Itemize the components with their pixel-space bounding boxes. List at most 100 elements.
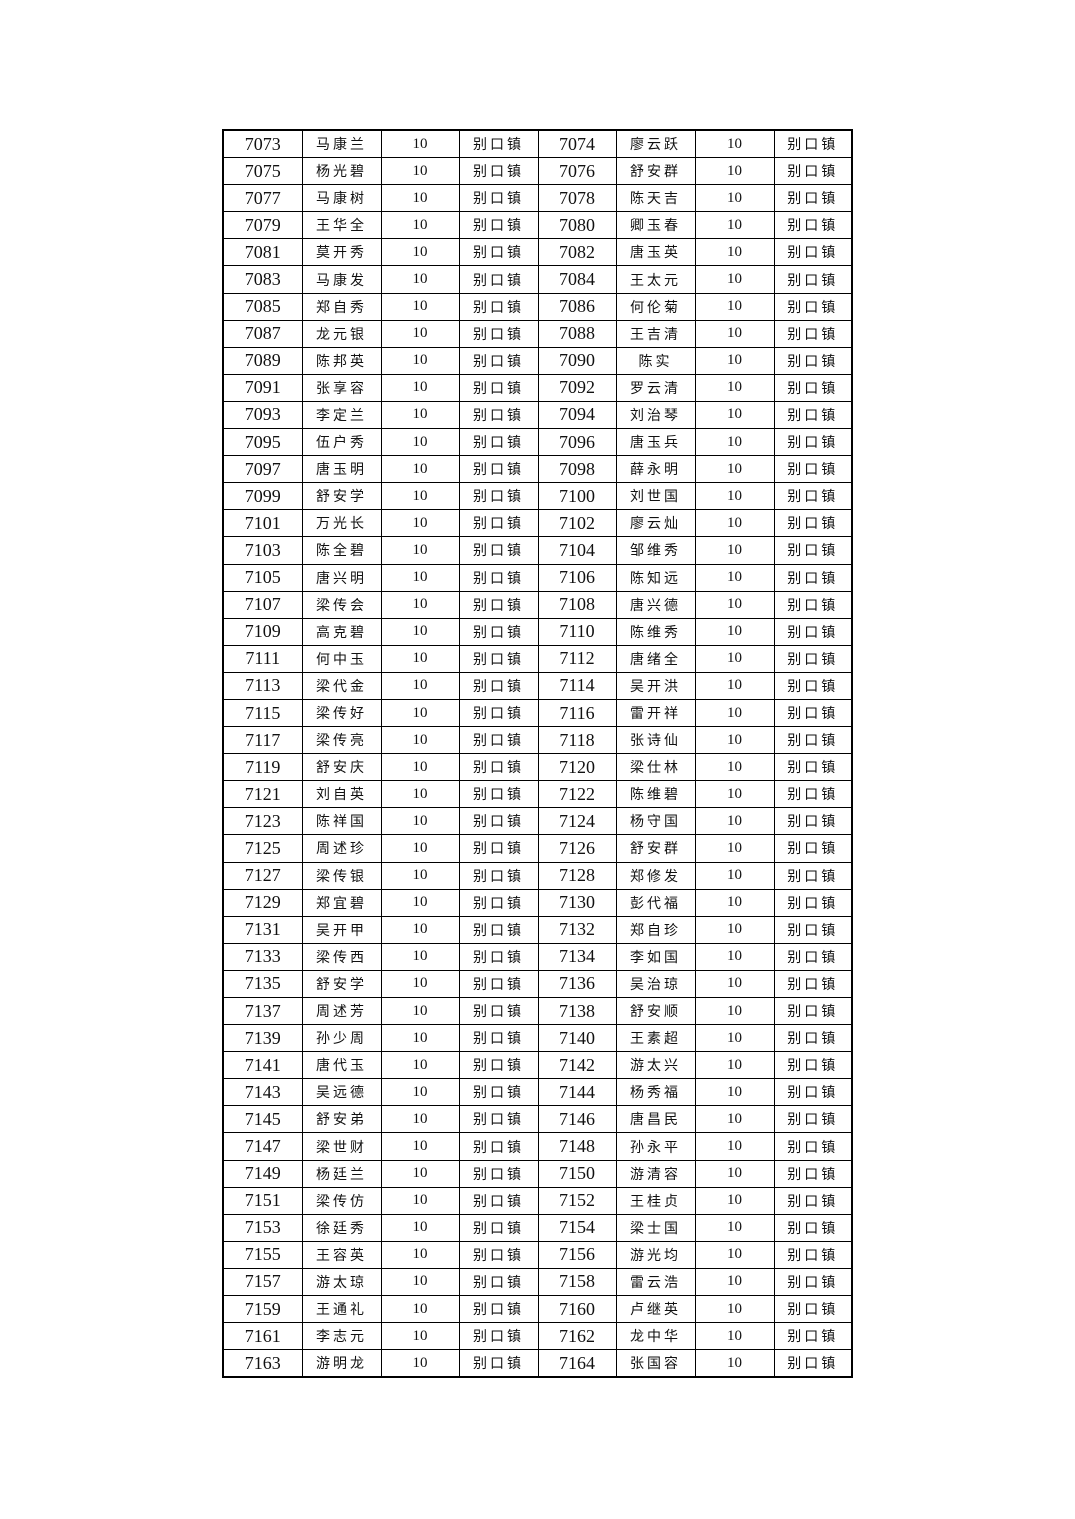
town-name-cell: 别口镇 bbox=[458, 834, 539, 863]
person-name-cell: 陈实 bbox=[615, 346, 696, 375]
town-name-cell: 别口镇 bbox=[773, 129, 853, 159]
person-name-cell: 刘自英 bbox=[301, 780, 382, 809]
person-name-cell: 王容英 bbox=[301, 1240, 382, 1269]
table-row: 7087 龙元银 10 别口镇 7088 王吉清 10 别口镇 bbox=[222, 319, 853, 348]
person-name-cell: 舒安学 bbox=[301, 969, 382, 999]
town-name-cell: 别口镇 bbox=[458, 1322, 539, 1351]
person-name-cell: 莫开秀 bbox=[301, 238, 382, 267]
person-name-cell: 王吉清 bbox=[615, 319, 696, 348]
amount-cell: 10 bbox=[380, 915, 460, 944]
amount-cell: 10 bbox=[380, 1295, 460, 1324]
record-number-cell: 7144 bbox=[537, 1078, 617, 1107]
person-name-cell: 龙元银 bbox=[301, 319, 382, 348]
record-number-cell: 7143 bbox=[222, 1078, 303, 1107]
town-name-cell: 别口镇 bbox=[458, 753, 539, 782]
record-number-cell: 7163 bbox=[222, 1349, 303, 1378]
table-row: 7115 梁传好 10 别口镇 7116 雷开祥 10 别口镇 bbox=[222, 698, 853, 728]
record-number-cell: 7133 bbox=[222, 942, 303, 971]
amount-cell: 10 bbox=[380, 780, 460, 809]
record-number-cell: 7088 bbox=[537, 319, 617, 348]
amount-cell: 10 bbox=[694, 238, 775, 267]
record-number-cell: 7119 bbox=[222, 753, 303, 782]
record-number-cell: 7135 bbox=[222, 969, 303, 999]
town-name-cell: 别口镇 bbox=[458, 1105, 539, 1134]
table-row: 7113 梁代金 10 别口镇 7114 吴开洪 10 别口镇 bbox=[222, 671, 853, 700]
amount-cell: 10 bbox=[694, 373, 775, 402]
record-number-cell: 7084 bbox=[537, 265, 617, 294]
amount-cell: 10 bbox=[694, 1186, 775, 1215]
town-name-cell: 别口镇 bbox=[458, 211, 539, 240]
town-name-cell: 别口镇 bbox=[773, 1132, 853, 1161]
town-name-cell: 别口镇 bbox=[458, 1213, 539, 1242]
record-number-cell: 7116 bbox=[537, 698, 617, 728]
town-name-cell: 别口镇 bbox=[773, 915, 853, 944]
town-name-cell: 别口镇 bbox=[773, 536, 853, 565]
record-number-cell: 7110 bbox=[537, 617, 617, 646]
person-name-cell: 杨廷兰 bbox=[301, 1159, 382, 1188]
person-name-cell: 孙永平 bbox=[615, 1132, 696, 1161]
record-number-cell: 7152 bbox=[537, 1186, 617, 1215]
town-name-cell: 别口镇 bbox=[773, 482, 853, 511]
record-number-cell: 7096 bbox=[537, 428, 617, 457]
amount-cell: 10 bbox=[380, 129, 460, 159]
town-name-cell: 别口镇 bbox=[458, 373, 539, 402]
amount-cell: 10 bbox=[380, 1078, 460, 1107]
record-number-cell: 7140 bbox=[537, 1024, 617, 1053]
amount-cell: 10 bbox=[694, 400, 775, 430]
person-name-cell: 郑宜碧 bbox=[301, 888, 382, 917]
record-number-cell: 7134 bbox=[537, 942, 617, 971]
amount-cell: 10 bbox=[380, 482, 460, 511]
town-name-cell: 别口镇 bbox=[773, 211, 853, 240]
town-name-cell: 别口镇 bbox=[458, 1186, 539, 1215]
table-row: 7141 唐代玉 10 别口镇 7142 游太兴 10 别口镇 bbox=[222, 1051, 853, 1080]
person-name-cell: 周述芳 bbox=[301, 996, 382, 1026]
record-number-cell: 7102 bbox=[537, 509, 617, 538]
amount-cell: 10 bbox=[380, 319, 460, 348]
amount-cell: 10 bbox=[380, 1240, 460, 1269]
person-name-cell: 张享容 bbox=[301, 373, 382, 402]
person-name-cell: 王桂贞 bbox=[615, 1186, 696, 1215]
table-row: 7161 李志元 10 别口镇 7162 龙中华 10 别口镇 bbox=[222, 1322, 853, 1351]
amount-cell: 10 bbox=[694, 1267, 775, 1297]
town-name-cell: 别口镇 bbox=[773, 292, 853, 321]
record-number-cell: 7085 bbox=[222, 292, 303, 321]
amount-cell: 10 bbox=[694, 319, 775, 348]
amount-cell: 10 bbox=[380, 238, 460, 267]
town-name-cell: 别口镇 bbox=[773, 238, 853, 267]
town-name-cell: 别口镇 bbox=[458, 590, 539, 619]
town-name-cell: 别口镇 bbox=[458, 455, 539, 484]
town-name-cell: 别口镇 bbox=[458, 184, 539, 213]
town-name-cell: 别口镇 bbox=[773, 780, 853, 809]
person-name-cell: 马康树 bbox=[301, 184, 382, 213]
person-name-cell: 卢继英 bbox=[615, 1295, 696, 1324]
amount-cell: 10 bbox=[694, 1051, 775, 1080]
amount-cell: 10 bbox=[380, 861, 460, 890]
amount-cell: 10 bbox=[694, 428, 775, 457]
table-row: 7133 梁传西 10 别口镇 7134 李如国 10 别口镇 bbox=[222, 942, 853, 971]
town-name-cell: 别口镇 bbox=[458, 1159, 539, 1188]
amount-cell: 10 bbox=[694, 211, 775, 240]
town-name-cell: 别口镇 bbox=[773, 969, 853, 999]
amount-cell: 10 bbox=[380, 428, 460, 457]
town-name-cell: 别口镇 bbox=[773, 590, 853, 619]
record-number-cell: 7090 bbox=[537, 346, 617, 375]
amount-cell: 10 bbox=[380, 400, 460, 430]
person-name-cell: 王太元 bbox=[615, 265, 696, 294]
person-name-cell: 梁传好 bbox=[301, 698, 382, 728]
town-name-cell: 别口镇 bbox=[773, 671, 853, 700]
town-name-cell: 别口镇 bbox=[773, 644, 853, 673]
person-name-cell: 张国容 bbox=[615, 1349, 696, 1378]
person-name-cell: 廖云跃 bbox=[615, 129, 696, 159]
record-number-cell: 7132 bbox=[537, 915, 617, 944]
town-name-cell: 别口镇 bbox=[458, 265, 539, 294]
town-name-cell: 别口镇 bbox=[773, 428, 853, 457]
amount-cell: 10 bbox=[380, 996, 460, 1026]
table-row: 7145 舒安弟 10 别口镇 7146 唐昌民 10 别口镇 bbox=[222, 1105, 853, 1134]
amount-cell: 10 bbox=[694, 644, 775, 673]
town-name-cell: 别口镇 bbox=[458, 428, 539, 457]
person-name-cell: 吴治琼 bbox=[615, 969, 696, 999]
person-name-cell: 梁仕林 bbox=[615, 753, 696, 782]
record-number-cell: 7125 bbox=[222, 834, 303, 863]
record-number-cell: 7161 bbox=[222, 1322, 303, 1351]
person-name-cell: 杨守国 bbox=[615, 807, 696, 836]
